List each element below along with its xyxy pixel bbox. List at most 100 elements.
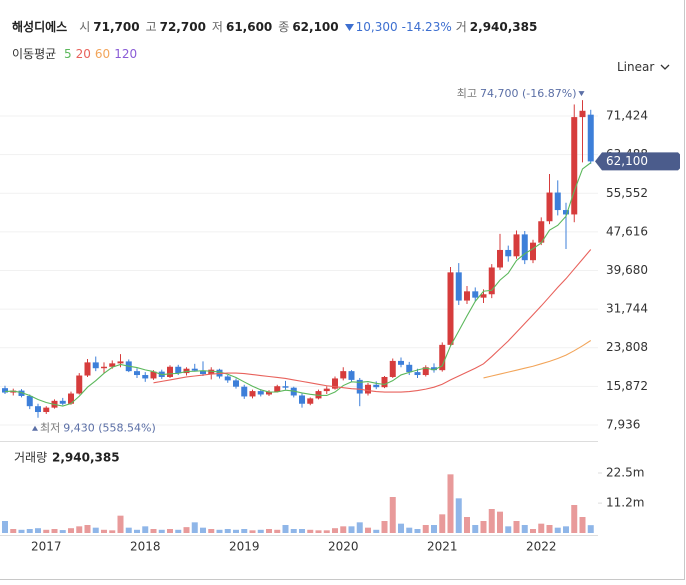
volume-bar: [76, 526, 83, 533]
volume-bar: [51, 529, 58, 533]
volume-label: 거: [455, 20, 467, 34]
candle-body: [365, 384, 371, 394]
candle-body: [488, 267, 495, 295]
volume-bar: [497, 511, 503, 533]
candle-body: [249, 391, 256, 397]
volume-bar: [464, 517, 470, 533]
candle-body: [554, 192, 561, 211]
y-tick-label: 47,616: [606, 224, 648, 238]
volume-bar: [35, 528, 41, 533]
y-tick-label: 55,552: [606, 186, 648, 200]
max-note: 최고 74,700 (-16.87%): [457, 87, 577, 100]
volume-bar: [587, 525, 594, 533]
volume-bar: [125, 527, 132, 533]
volume-bar: [2, 521, 8, 533]
candle-body: [282, 386, 289, 388]
candle-body: [299, 395, 305, 404]
volume-bar: [480, 521, 487, 533]
volume-bar: [183, 527, 190, 533]
candle-body: [431, 367, 437, 371]
down-arrow: [344, 23, 354, 31]
volume-bar: [18, 529, 25, 533]
candle-body: [389, 360, 396, 377]
candle-body: [579, 110, 586, 118]
volume-bar: [101, 529, 107, 533]
low-label: 저: [211, 20, 223, 34]
candle-body: [224, 376, 231, 381]
chevron: [660, 64, 670, 70]
volume-bar: [233, 529, 239, 533]
volume-bar: [158, 529, 165, 533]
volume-bar: [546, 525, 553, 533]
volume-bar: [241, 529, 248, 533]
volume-bar: [439, 514, 446, 533]
low-value: 61,600: [225, 19, 273, 34]
candle-body: [538, 221, 545, 243]
scale-button[interactable]: Linear: [617, 60, 670, 74]
scale-label[interactable]: Linear: [617, 60, 655, 74]
volume-bar: [117, 515, 124, 533]
volume-bar: [282, 525, 289, 533]
volume-bar: [538, 523, 545, 533]
volume-bar: [274, 529, 281, 533]
open-label: 시: [79, 20, 91, 34]
volume-bar: [389, 497, 396, 533]
high-value: 72,700: [159, 19, 206, 34]
max-note-label: 최고: [457, 87, 477, 100]
candle-body: [348, 371, 355, 380]
candle-body: [101, 366, 107, 369]
volume-bar: [563, 526, 569, 533]
volume-bar: [134, 529, 140, 533]
candle-body: [587, 114, 594, 162]
ma-line: [483, 340, 592, 379]
volume-bar: [224, 529, 231, 533]
volume-bar: [340, 526, 347, 533]
volume-bar: [332, 528, 338, 533]
volume-latest: 2,940,385: [52, 451, 120, 465]
max-note-text: 74,700 (-16.87%): [480, 87, 576, 100]
candle-body: [241, 386, 248, 397]
volume-bar: [109, 530, 116, 533]
volume-bar: [167, 529, 173, 533]
candle-body: [332, 378, 338, 389]
volume-bar: [365, 527, 371, 533]
stock-name: 해성디에스: [12, 20, 68, 34]
candle-body: [439, 344, 446, 371]
change: 10,300: [355, 19, 398, 34]
candle-body: [68, 393, 74, 404]
x-tick-label: 2017: [31, 540, 62, 554]
candle-body: [175, 366, 182, 374]
min-note-text: 9,430 (558.54%): [63, 422, 156, 435]
price-tag: [595, 152, 680, 171]
volume-bar: [579, 517, 586, 533]
candle-body: [530, 242, 536, 261]
candle-body: [455, 272, 462, 301]
x-tick-label: 2019: [229, 540, 260, 554]
volume-bar: [142, 526, 149, 533]
ma-legend: 이동평균 5 20 60 120: [12, 45, 141, 62]
volume-bar: [150, 529, 157, 533]
volume-bar: [315, 530, 322, 533]
y-tick-label: 7,936: [606, 417, 640, 431]
volume-bar: [414, 529, 421, 533]
candle-body: [200, 370, 206, 375]
min-note: 최저 9,430 (558.54%): [40, 422, 156, 435]
volume-bar: [447, 474, 454, 533]
x-tick-label: 2022: [526, 540, 557, 554]
volume-bar: [472, 525, 479, 533]
volume-bar: [175, 529, 182, 533]
candle-body: [323, 388, 330, 392]
volume-bar: [307, 529, 314, 533]
candle-body: [546, 192, 553, 222]
candle-body: [464, 291, 470, 301]
y-tick-label: 39,680: [606, 263, 648, 277]
candle-body: [43, 407, 50, 413]
open-value: 71,700: [93, 19, 140, 34]
high-label: 고: [145, 20, 157, 34]
price-tag-label: 62,100: [606, 154, 648, 168]
volume-bar: [84, 525, 91, 533]
volume-bar: [10, 529, 17, 533]
volume-bar: [521, 525, 528, 533]
candle-body: [117, 361, 124, 364]
volume-bar: [513, 521, 520, 533]
